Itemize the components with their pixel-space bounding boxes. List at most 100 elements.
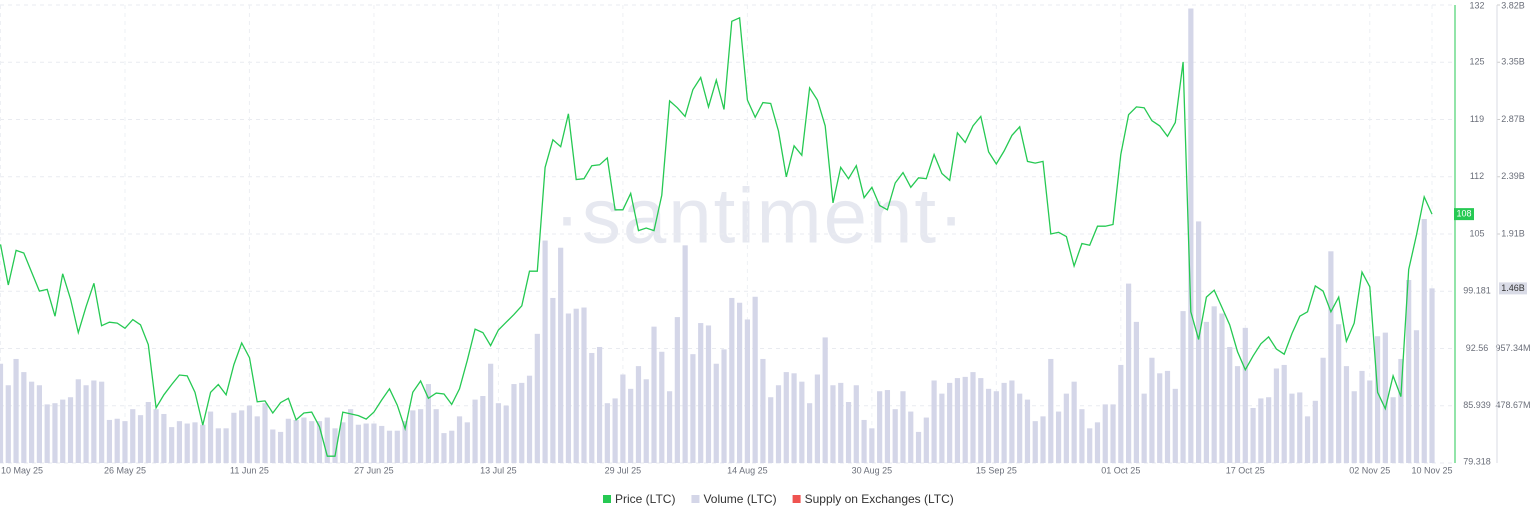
volume-bar	[1304, 416, 1311, 463]
volume-bar	[472, 399, 478, 463]
volume-bar	[1048, 358, 1054, 463]
volume-bar	[1211, 306, 1217, 463]
x-tick-label: 02 Nov 25	[1349, 465, 1390, 475]
volume-bar	[705, 325, 712, 463]
volume-bar	[176, 421, 183, 463]
volume-bar	[1398, 358, 1404, 463]
volume-bar	[83, 385, 89, 463]
legend-label[interactable]: Volume (LTC)	[703, 492, 776, 506]
volume-bar	[985, 388, 992, 463]
volume-bar	[130, 409, 136, 463]
volume-bar	[161, 413, 167, 463]
volume-bar	[604, 403, 610, 463]
volume-bar	[75, 379, 81, 463]
volume-bar	[293, 419, 299, 463]
volume-bar	[169, 427, 175, 463]
volume-bar	[830, 385, 836, 463]
volume-bar	[1141, 393, 1147, 463]
volume-bar	[355, 424, 361, 463]
volume-bar	[418, 409, 424, 463]
volume-bar	[1258, 398, 1264, 463]
x-tick-label: 27 Jun 25	[354, 465, 394, 475]
volume-bar	[1172, 388, 1178, 463]
volume-bar	[993, 391, 999, 463]
volume-bar	[231, 412, 237, 463]
volume-bar	[1367, 380, 1373, 463]
volume-bar	[1149, 357, 1155, 463]
volume-bar	[884, 390, 891, 463]
volume-bar	[184, 423, 190, 463]
volume-bar	[1336, 324, 1342, 463]
volume-bar	[246, 405, 253, 463]
volume-bar	[573, 308, 579, 463]
legend-label[interactable]: Supply on Exchanges (LTC)	[805, 492, 954, 506]
volume-bar	[488, 363, 494, 463]
volume-bar	[768, 397, 774, 463]
volume-bar	[379, 425, 385, 463]
volume-bar	[1094, 422, 1101, 463]
volume-bar	[923, 417, 929, 463]
volume-bar	[799, 381, 805, 463]
volume-bar	[394, 430, 400, 463]
volume-bar	[869, 428, 875, 463]
y2-tick-label: 3.82B	[1501, 0, 1525, 10]
volume-bar	[962, 376, 968, 463]
volume-bar	[277, 431, 284, 463]
volume-bar	[1250, 407, 1256, 463]
volume-bar	[1110, 404, 1116, 463]
volume-bar	[200, 424, 206, 463]
volume-bar	[145, 402, 151, 463]
volume-bar	[1071, 381, 1077, 463]
last-value-box	[1454, 208, 1474, 221]
volume-bar	[285, 418, 291, 463]
volume-bar	[503, 405, 509, 463]
volume-bar	[340, 422, 346, 463]
volume-bar	[1382, 332, 1388, 463]
volume-bar	[106, 419, 113, 463]
volume-bar	[1281, 364, 1287, 463]
y2-tick-label: 2.39B	[1501, 171, 1525, 181]
volume-bar	[635, 366, 642, 463]
volume-bar	[410, 410, 416, 463]
volume-bar	[223, 428, 229, 463]
volume-bar	[978, 378, 984, 463]
volume-bar	[5, 385, 11, 463]
legend: Price (LTC) Volume (LTC) Supply on Exchang…	[603, 492, 954, 506]
volume-bar	[659, 351, 665, 463]
volume-bar	[565, 313, 572, 463]
volume-bar	[845, 402, 852, 463]
volume-bar	[1009, 380, 1015, 463]
volume-bar	[1421, 219, 1427, 463]
volume-bar	[425, 384, 431, 463]
x-tick-label: 13 Jul 25	[480, 465, 517, 475]
y2-tick-label: 478.67M	[1495, 400, 1530, 410]
volume-bar	[1312, 400, 1318, 463]
volume-bar	[1055, 411, 1062, 463]
y-tick-label: 125	[1469, 57, 1484, 67]
x-tick-label: 10 May 25	[1, 465, 43, 475]
volume-bar	[1219, 313, 1225, 463]
volume-bar	[853, 385, 859, 463]
volume-bar	[348, 409, 354, 463]
legend-swatch	[792, 495, 801, 503]
volume-bar	[60, 399, 66, 463]
volume-bar	[1133, 321, 1139, 463]
watermark: ·santiment·	[554, 172, 966, 260]
y-tick-label: 79.318	[1463, 456, 1491, 466]
legend-label[interactable]: Price (LTC)	[615, 492, 675, 506]
y-tick-label: 119	[1470, 114, 1484, 124]
volume-bar	[91, 380, 97, 463]
x-tick-label: 26 May 25	[104, 465, 146, 475]
volume-bar	[371, 423, 377, 463]
volume-bar	[1063, 393, 1069, 463]
volume-bar	[877, 391, 883, 463]
volume-bar	[690, 354, 696, 463]
y-tick-label: 112	[1470, 171, 1484, 181]
volume-bar	[908, 411, 914, 463]
volume-bar	[1242, 327, 1248, 463]
volume-bar	[1196, 221, 1202, 463]
volume-bar	[1188, 8, 1194, 463]
volume-bar	[215, 428, 221, 463]
volume-bar	[254, 416, 260, 463]
